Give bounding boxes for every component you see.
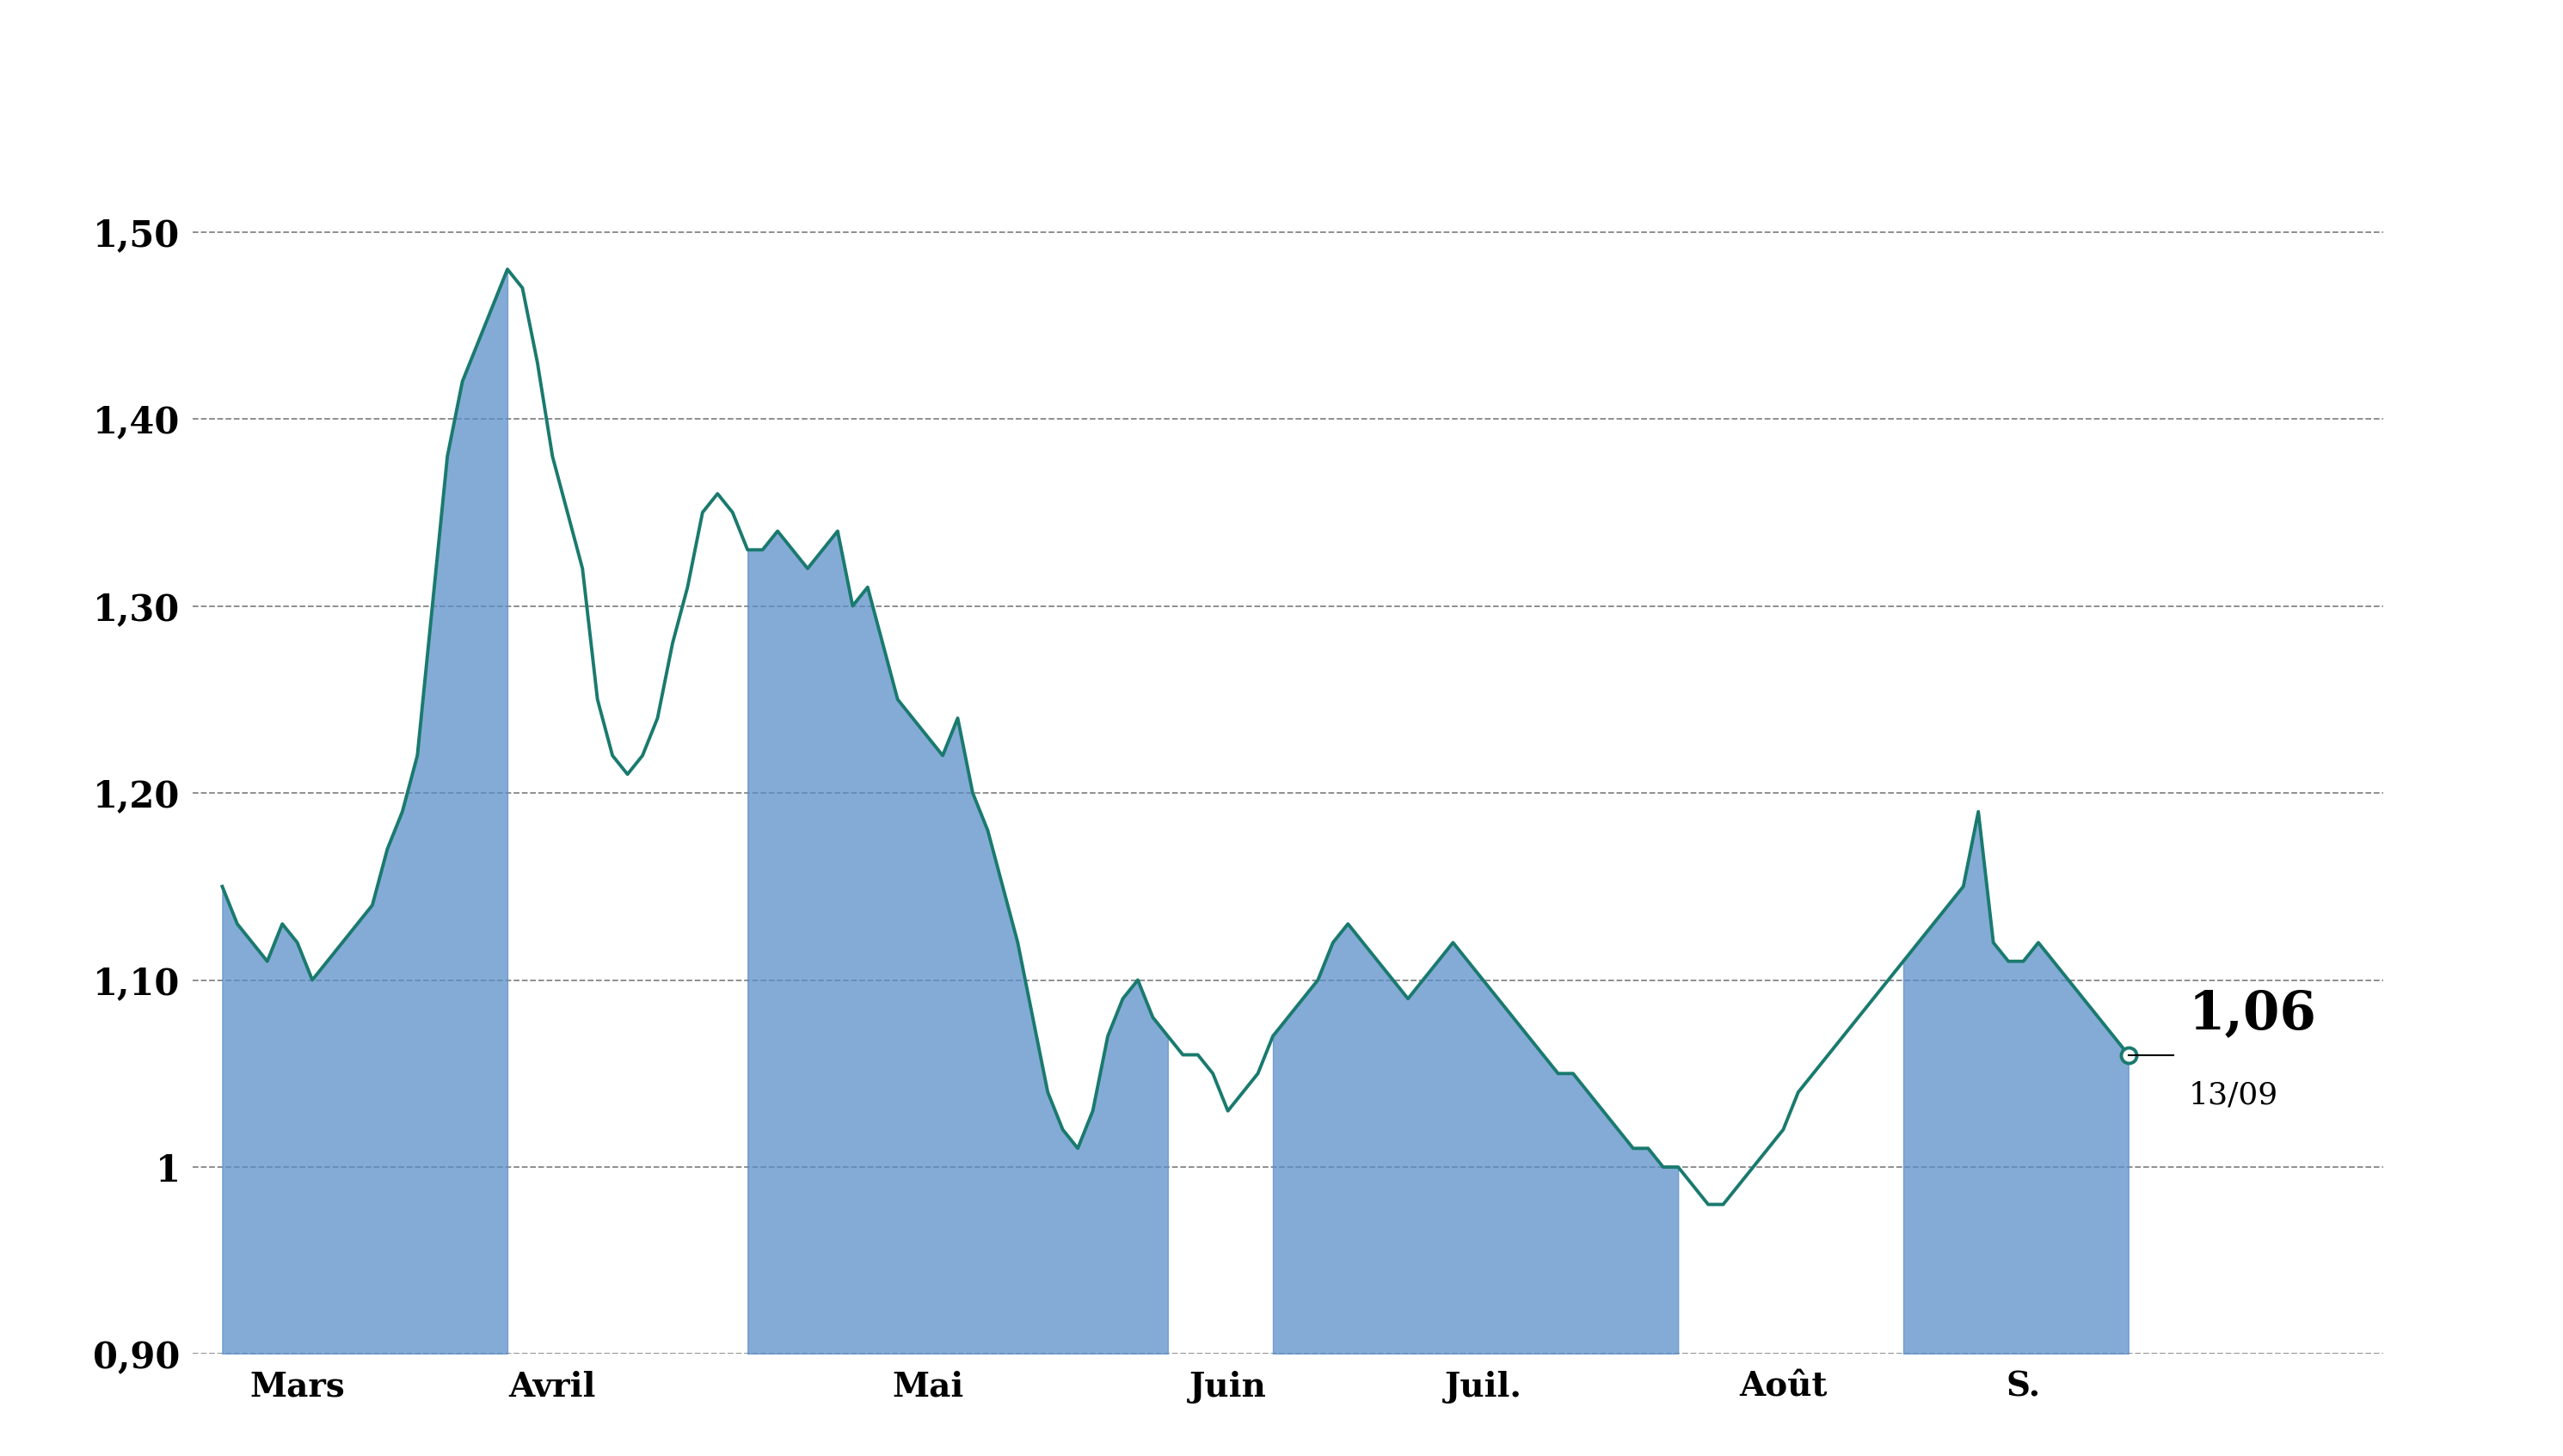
Text: TRANSGENE: TRANSGENE	[956, 16, 1607, 108]
Text: 1,06: 1,06	[2189, 987, 2317, 1040]
Text: 13/09: 13/09	[2189, 1080, 2279, 1111]
